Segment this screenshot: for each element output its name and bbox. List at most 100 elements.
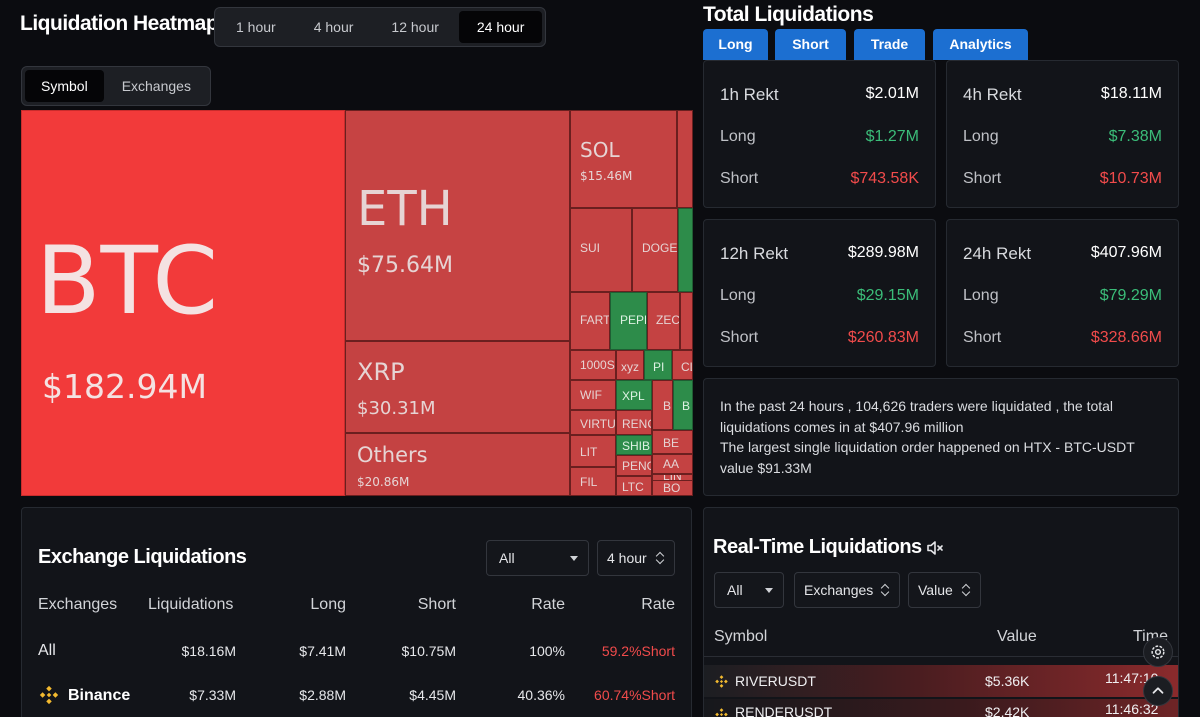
tile-eth-value: $75.64M <box>357 253 453 278</box>
timeframe-4h[interactable]: 4 hour <box>313 19 354 35</box>
tile-ltc[interactable]: LTC <box>616 476 652 496</box>
liq-value: $2.42K <box>985 704 1030 717</box>
tile-peng[interactable]: PENG <box>616 455 652 476</box>
rekt-4h-total: $18.11M <box>1100 85 1162 102</box>
rekt-1h-short: $743.58K <box>850 170 919 187</box>
exchange-rate: 100% <box>529 643 565 659</box>
tile-pi[interactable]: PI <box>644 350 672 380</box>
exchange-filter-value: All <box>499 550 515 566</box>
tile-unlabeled-1[interactable] <box>677 110 693 208</box>
tile-lin-symbol: LIN <box>663 474 682 483</box>
tile-shib[interactable]: SHIB <box>616 435 652 455</box>
realtime-filter-exchanges[interactable]: Exchanges <box>794 572 900 608</box>
tile-lit[interactable]: LIT <box>570 435 616 467</box>
rekt-1h-short-label: Short <box>720 170 759 187</box>
tile-bo[interactable]: BO <box>652 480 693 496</box>
timeframe-1h[interactable]: 1 hour <box>236 19 276 35</box>
tile-sui-symbol: SUI <box>580 241 601 255</box>
tile-eth[interactable]: ETH $75.64M <box>345 110 570 341</box>
table-row[interactable]: All $18.16M $7.41M $10.75M 100% 59.2%Sho… <box>38 641 678 665</box>
rekt-4h-long: $7.38M <box>1108 128 1162 145</box>
exchange-time-dropdown[interactable]: 4 hour <box>597 540 675 576</box>
tile-wif-symbol: WIF <box>580 388 602 402</box>
tile-xyz[interactable]: xyz <box>616 350 644 380</box>
heatmap-title: Liquidation Heatmap <box>20 12 219 35</box>
tile-xpl[interactable]: XPL <box>616 380 652 410</box>
scroll-top-button[interactable] <box>1143 676 1173 706</box>
realtime-filter-all[interactable]: All <box>714 572 784 608</box>
rekt-12h-total: $289.98M <box>847 244 919 261</box>
rekt-12h-short: $260.83M <box>847 329 919 346</box>
header-divider <box>704 656 1178 657</box>
timeframe-12h[interactable]: 12 hour <box>391 19 439 35</box>
tile-render[interactable]: RENC <box>616 410 652 435</box>
timeframe-selector: 1 hour 4 hour 12 hour 24 hour <box>214 7 547 47</box>
tile-cl[interactable]: CL <box>672 350 693 380</box>
sort-updown-icon <box>961 582 971 598</box>
tile-aa[interactable]: AA <box>652 454 693 474</box>
tile-xrp-symbol: XRP <box>357 358 405 386</box>
sort-updown-icon <box>655 550 665 566</box>
tab-short[interactable]: Short <box>775 29 846 60</box>
tile-others-symbol: Others <box>357 443 428 467</box>
tile-1000s[interactable]: 1000S <box>570 350 616 380</box>
tile-b1[interactable]: B <box>652 380 673 430</box>
settings-button[interactable] <box>1143 637 1173 667</box>
tile-fart[interactable]: FART <box>570 292 610 350</box>
tile-zec[interactable]: ZEC <box>647 292 680 350</box>
rekt-24h-label: 24h Rekt <box>963 244 1032 263</box>
tile-sui[interactable]: SUI <box>570 208 632 292</box>
view-exchanges-tab[interactable]: Exchanges <box>121 78 191 94</box>
timeframe-24h[interactable]: 24 hour <box>458 11 543 43</box>
tile-wif[interactable]: WIF <box>570 380 616 410</box>
col-rate: Rate <box>531 596 565 613</box>
rekt-1h-long-label: Long <box>720 128 756 145</box>
exchange-filter-dropdown[interactable]: All <box>486 540 589 576</box>
realtime-liquidations-title: Real-Time Liquidations <box>713 536 922 558</box>
view-symbol-tab[interactable]: Symbol <box>25 70 104 102</box>
liquidation-summary-panel: In the past 24 hours , 104,626 traders w… <box>703 378 1179 496</box>
table-row[interactable]: Binance $7.33M $2.88M $4.45M 40.36% 60.7… <box>38 685 678 709</box>
realtime-filter-value[interactable]: Value <box>908 572 981 608</box>
gear-icon <box>1151 645 1165 659</box>
col-rate-2: Rate <box>641 596 675 613</box>
list-item[interactable]: RENDERUSDT $2.42K 11:46:32 <box>704 699 1178 717</box>
tile-others[interactable]: Others $20.86M <box>345 433 570 496</box>
tile-virtual[interactable]: VIRTU <box>570 410 616 435</box>
tile-btc[interactable]: BTC $182.94M <box>21 110 345 496</box>
tab-analytics[interactable]: Analytics <box>933 29 1028 60</box>
tile-xrp[interactable]: XRP $30.31M <box>345 341 570 433</box>
tile-unlabeled-green-1[interactable] <box>678 208 693 292</box>
rekt-24h-long-label: Long <box>963 287 999 304</box>
rekt-box-4h: 4h Rekt $18.11M Long $7.38M Short $10.73M <box>946 60 1179 208</box>
exchange-short: $4.45M <box>409 687 456 703</box>
rekt-4h-long-label: Long <box>963 128 999 145</box>
chevron-up-icon <box>1152 687 1164 694</box>
mute-icon[interactable] <box>925 538 945 558</box>
binance-logo-icon <box>39 685 59 705</box>
tile-zec-symbol: ZEC <box>656 313 680 327</box>
tile-b2-symbol: B <box>682 399 691 413</box>
list-item[interactable]: RIVERUSDT $5.36K 11:47:10 <box>704 665 1178 697</box>
tile-be[interactable]: BE <box>652 430 693 454</box>
tile-sol[interactable]: SOL $15.46M <box>570 110 677 208</box>
col-short: Short <box>417 596 456 613</box>
tile-fil[interactable]: FIL <box>570 467 616 496</box>
tile-b2[interactable]: B <box>673 380 693 430</box>
binance-logo-icon <box>715 708 728 717</box>
rekt-12h-label: 12h Rekt <box>720 244 789 263</box>
binance-logo-icon <box>715 675 728 688</box>
tile-unlabeled-2[interactable] <box>680 292 693 350</box>
tab-trade[interactable]: Trade <box>854 29 925 60</box>
col-value: Value <box>997 628 1037 645</box>
tile-doge[interactable]: DOGE <box>632 208 678 292</box>
rekt-box-24h: 24h Rekt $407.96M Long $79.29M Short $328.6… <box>946 219 1179 367</box>
exchange-name: Binance <box>68 687 131 704</box>
tile-doge-symbol: DOGE <box>642 241 678 255</box>
tile-shib-symbol: SHIB <box>622 439 651 453</box>
tab-long[interactable]: Long <box>703 29 768 60</box>
summary-line-1: In the past 24 hours , 104,626 traders w… <box>720 398 1114 435</box>
tile-cl-symbol: CL <box>681 360 692 374</box>
exchange-rate: 40.36% <box>517 687 565 703</box>
tile-pepe[interactable]: PEPE <box>610 292 647 350</box>
